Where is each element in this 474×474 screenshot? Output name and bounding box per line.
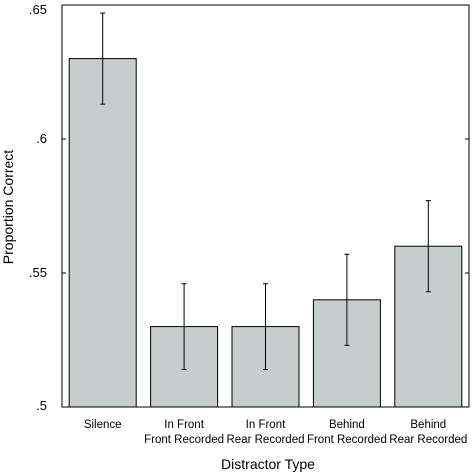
bar bbox=[68, 58, 137, 408]
y-tick-label: .6 bbox=[36, 131, 47, 146]
category-label: Rear Recorded bbox=[389, 434, 467, 446]
category-label: Silence bbox=[84, 419, 122, 431]
error-bar bbox=[344, 253, 350, 346]
y-tick-label: .65 bbox=[29, 2, 47, 17]
category-label: Behind bbox=[410, 419, 446, 431]
category-label: Front Recorded bbox=[144, 434, 224, 446]
category-label: Behind bbox=[329, 419, 365, 431]
y-tick-label: .5 bbox=[36, 398, 47, 413]
y-axis-label: Proportion Correct bbox=[0, 150, 16, 264]
y-tick-label: .55 bbox=[29, 265, 47, 280]
x-axis-label: Distractor Type bbox=[221, 456, 315, 472]
error-bar bbox=[100, 12, 106, 105]
category-label: In Front bbox=[164, 419, 204, 431]
category-label: Front Recorded bbox=[307, 434, 387, 446]
error-bar bbox=[181, 283, 187, 370]
error-bar bbox=[263, 283, 268, 370]
error-bar bbox=[425, 200, 431, 293]
category-label: In Front bbox=[246, 419, 286, 431]
category-label: Rear Recorded bbox=[227, 434, 305, 446]
